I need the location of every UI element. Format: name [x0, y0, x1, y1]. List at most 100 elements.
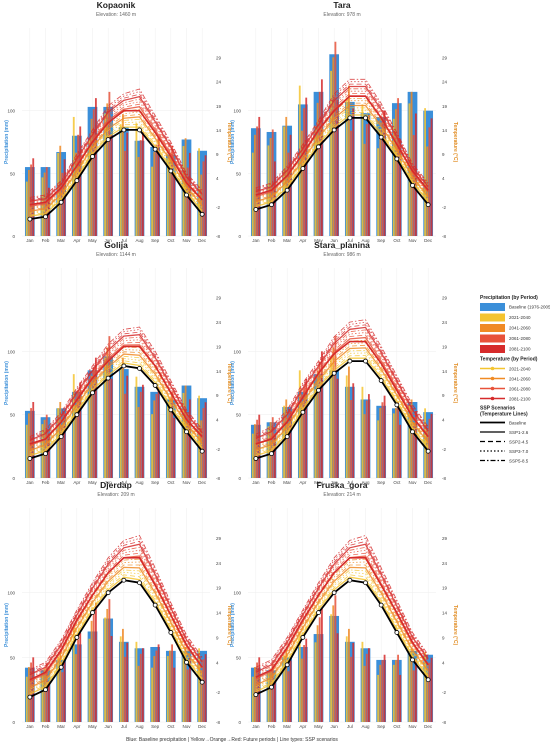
future-temp-line	[29, 569, 203, 690]
baseline-temp-point	[43, 451, 48, 457]
month-tick-label: Jun	[331, 724, 339, 729]
future-precip-bar	[155, 650, 158, 722]
future-precip-bar	[410, 399, 413, 478]
future-temp-line	[255, 355, 429, 455]
left-axis: 0 50 100 Precipitation (mm)	[4, 109, 15, 239]
future-precip-bar	[347, 85, 350, 236]
future-temp-line	[255, 104, 429, 203]
month-tick-label: Mar	[57, 724, 65, 729]
month-tick-label: Nov	[182, 480, 191, 485]
month-tick-label: Oct	[393, 480, 401, 485]
future-temp-line	[29, 329, 203, 439]
right-axis: -8 -2 4 9 14 19 24 29 Temperature (°C)	[442, 56, 458, 239]
legend-temp-title: Temperature (by Period)	[480, 357, 538, 363]
month-tick-label: Sep	[151, 480, 160, 485]
future-temp-line	[255, 350, 429, 452]
future-precip-bar	[77, 639, 79, 722]
future-precip-bar	[300, 130, 303, 236]
future-precip-bar	[258, 116, 261, 236]
baseline-temp-point	[300, 635, 306, 640]
right-tick-label: 14	[216, 369, 222, 374]
future-temp-line	[29, 101, 203, 205]
legend-ssp-label: SSP1-2.6	[509, 430, 529, 435]
future-precip-bar	[392, 664, 395, 722]
future-precip-bar	[90, 375, 93, 478]
left-axis-label: Precipitation (mm)	[4, 603, 10, 647]
baseline-temp-point	[90, 610, 95, 615]
month-tick-label: Jun	[105, 724, 113, 729]
right-tick-label: -8	[216, 720, 220, 725]
future-temp-line	[29, 543, 203, 676]
temperature-lines	[253, 319, 431, 461]
future-precip-bar	[287, 671, 290, 722]
future-temp-line	[255, 321, 429, 436]
future-precip-bar	[251, 433, 254, 478]
left-axis: 0 50 100 Precipitation (mm)	[230, 109, 241, 239]
future-precip-bar	[283, 405, 286, 478]
future-temp-line	[29, 574, 203, 693]
future-precip-bar	[41, 177, 44, 236]
legend-ssp-label: Baseline	[509, 420, 527, 425]
baseline-temp-point	[27, 216, 33, 222]
future-precip-bar	[198, 648, 201, 722]
baseline-temp-point	[58, 664, 64, 670]
month-tick-label: Dec	[424, 724, 433, 729]
future-temp-line	[29, 576, 203, 695]
legend-ssp-label: SSP2-4.5	[509, 439, 529, 444]
right-axis-label: Temperature (°C)	[226, 605, 232, 646]
baseline-temp-line	[29, 579, 203, 698]
future-temp-line	[255, 540, 429, 671]
legend-ssp-subtitle: (Temperature Lines)	[480, 412, 528, 418]
future-precip-bar	[90, 118, 93, 236]
right-tick-label: 14	[442, 611, 448, 616]
future-precip-bar	[367, 394, 370, 478]
right-axis-label: Temperature (°C)	[226, 122, 232, 163]
legend-ssp-title: SSP Scenarios	[480, 406, 515, 412]
panel-title: Djerdap	[100, 480, 132, 490]
month-tick-label: Aug	[135, 724, 144, 729]
future-precip-bar	[139, 140, 142, 236]
future-temp-mean-line	[29, 345, 203, 445]
right-tick-label: 24	[216, 320, 222, 325]
station-panel-kopaonik: Kopaonik Elevation: 1460 m 0 50 100 Precipita…	[4, 0, 232, 243]
month-tick-label: Jan	[252, 238, 260, 243]
month-tick-label: Feb	[268, 724, 276, 729]
future-precip-bar	[124, 656, 126, 722]
future-precip-bar	[363, 665, 366, 722]
left-tick-label: 50	[236, 655, 242, 660]
future-precip-bar	[381, 402, 384, 478]
future-precip-bar	[345, 636, 348, 722]
station-panel-stara_planina: Stara_planina Elevation: 986 m 0 50 100 Preci…	[230, 240, 458, 485]
baseline-temp-line	[255, 360, 429, 460]
future-precip-bar	[410, 648, 413, 722]
month-tick-label: Aug	[361, 480, 370, 485]
legend-precip-swatch	[480, 313, 505, 322]
baseline-temp-point	[284, 662, 290, 668]
left-tick-label: 50	[10, 413, 16, 418]
future-precip-bar	[318, 617, 321, 722]
future-temp-line	[29, 118, 203, 213]
future-precip-bar	[408, 654, 411, 722]
x-axis: Jan Feb Mar Apr May Jun Jul Aug Sep Oct Nov Dec	[252, 480, 433, 485]
future-precip-bar	[92, 612, 95, 722]
future-precip-bar	[347, 366, 350, 478]
baseline-temp-point	[331, 370, 337, 376]
future-precip-bar	[269, 422, 272, 478]
month-tick-label: May	[314, 480, 323, 485]
month-tick-label: Aug	[135, 480, 144, 485]
future-precip-bar	[141, 384, 144, 478]
station-panel-fruska_gora: Fruska_gora Elevation: 214 m 0 50 100 Precipi…	[230, 480, 458, 729]
future-precip-bar	[135, 641, 138, 722]
month-tick-label: May	[88, 724, 97, 729]
baseline-temp-point	[199, 448, 205, 454]
right-tick-label: 9	[216, 393, 219, 398]
future-temp-line	[255, 558, 429, 681]
baseline-temp-point	[378, 134, 384, 140]
baseline-temp-point	[43, 687, 48, 693]
future-precip-bar	[298, 370, 301, 478]
future-precip-bar	[314, 389, 317, 478]
future-precip-bar	[350, 656, 352, 722]
future-precip-bar	[204, 402, 207, 478]
baseline-temp-point	[184, 429, 189, 435]
future-precip-bar	[153, 400, 156, 478]
